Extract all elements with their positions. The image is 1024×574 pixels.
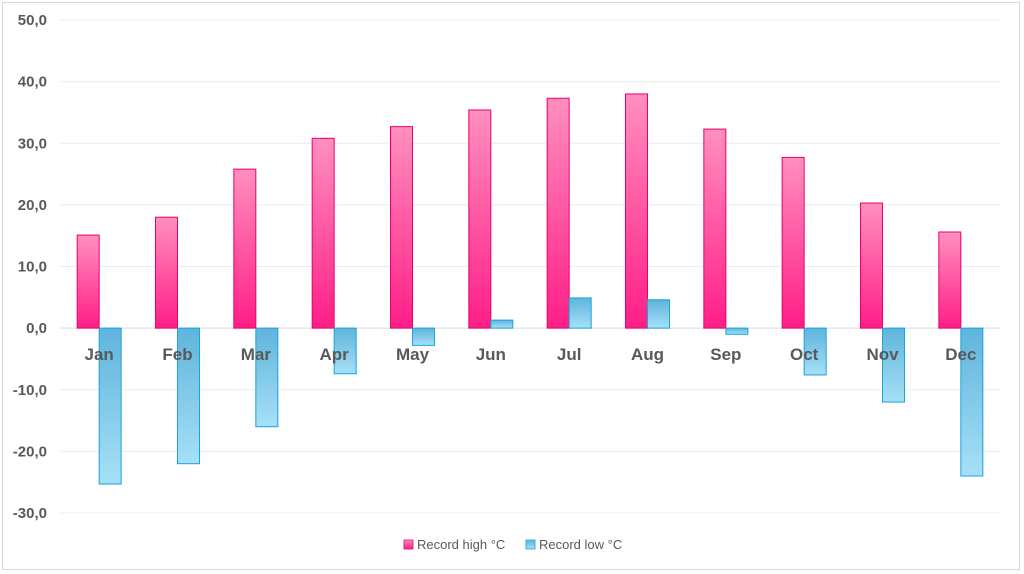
legend-label-low: Record low °C [539, 537, 622, 552]
bar-record-low [568, 297, 592, 329]
bar-record-high [703, 128, 727, 329]
legend-swatch-high [403, 539, 414, 550]
x-category-label: May [396, 345, 430, 364]
bar-record-high [311, 137, 335, 329]
bar-record-high [76, 234, 100, 329]
bar-record-high [860, 202, 883, 329]
bar-record-low [412, 327, 435, 346]
bar-record-low [882, 327, 905, 403]
bar-record-low [255, 327, 279, 428]
x-category-label: Jan [85, 345, 114, 364]
bar-record-high [468, 109, 492, 329]
bar-record-high [155, 216, 178, 329]
bar-record-low [490, 319, 514, 329]
bar-record-low [98, 327, 122, 485]
legend: Record high °C Record low °C [403, 537, 622, 552]
bar-record-high [233, 168, 257, 329]
bar-record-low [333, 327, 357, 375]
y-tick-label: 20,0 [18, 197, 47, 214]
x-category-label: Oct [790, 345, 819, 364]
y-tick-label: -10,0 [13, 382, 47, 399]
x-category-label: Mar [241, 345, 272, 364]
x-category-label: Nov [866, 345, 899, 364]
bar-record-high [546, 97, 570, 329]
x-category-label: Apr [320, 345, 350, 364]
bar-record-high [390, 126, 413, 329]
bar-record-high [625, 93, 648, 329]
bars [76, 93, 984, 485]
x-category-label: Aug [631, 345, 664, 364]
y-axis-ticks: 50,0 40,0 30,0 20,0 10,0 0,0 -10,0 -20,0 -30,0 [13, 12, 47, 522]
x-category-label: Feb [162, 345, 192, 364]
bar-record-low [803, 327, 827, 376]
bar-record-low [960, 327, 984, 477]
y-tick-label: 50,0 [18, 12, 47, 29]
gridlines [60, 19, 1000, 514]
x-category-label: Sep [710, 345, 741, 364]
x-category-label: Jun [476, 345, 506, 364]
x-category-label: Dec [945, 345, 976, 364]
y-tick-label: 0,0 [26, 320, 47, 337]
legend-label-high: Record high °C [417, 537, 505, 552]
bar-record-high [938, 231, 962, 329]
y-tick-label: 10,0 [18, 259, 47, 276]
category-labels: Jan Feb Mar Apr May Jun Jul Aug Sep Oct Nov Dec [85, 345, 977, 364]
bar-record-low [725, 327, 749, 335]
y-tick-label: -30,0 [13, 505, 47, 522]
bar-record-high [781, 156, 805, 329]
y-tick-label: -20,0 [13, 443, 47, 460]
y-tick-label: 30,0 [18, 135, 47, 152]
legend-swatch-low [525, 539, 536, 550]
x-category-label: Jul [557, 345, 582, 364]
y-tick-label: 40,0 [18, 74, 47, 91]
bar-record-low [647, 299, 670, 329]
bar-record-low [177, 327, 200, 465]
